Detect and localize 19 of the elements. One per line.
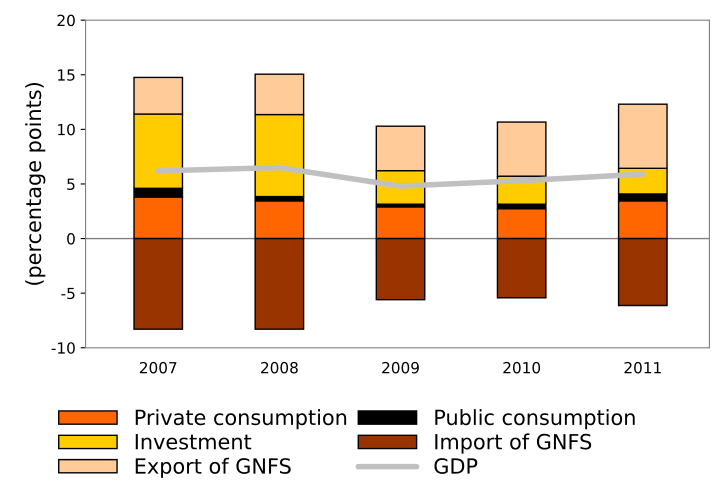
y-tick-label: 20 [58,14,75,26]
legend-label: Investment [136,434,252,450]
x-tick-label: 2009 [382,362,419,374]
y-tick-label: 10 [58,124,75,136]
y-tick-label: 5 [67,178,75,190]
legend-label: Public consumption [435,409,635,430]
x-tick-label: 2008 [261,362,298,374]
y-tick-label: -5 [61,288,75,300]
y-tick-label: 15 [58,69,75,81]
x-tick-label: 2010 [503,362,540,374]
legend-label: Export of GNFS [136,458,291,478]
legend-label: Import of GNFS [435,433,592,454]
x-tick-label: 2007 [140,362,176,374]
x-tick-label: 2011 [624,362,661,374]
legend-label: GDP [434,458,478,474]
y-axis-title: (percentage points) [25,83,46,285]
legend-label: Private consumption [136,409,346,430]
y-tick-label: 0 [67,233,75,245]
y-tick-label: -10 [52,342,75,354]
